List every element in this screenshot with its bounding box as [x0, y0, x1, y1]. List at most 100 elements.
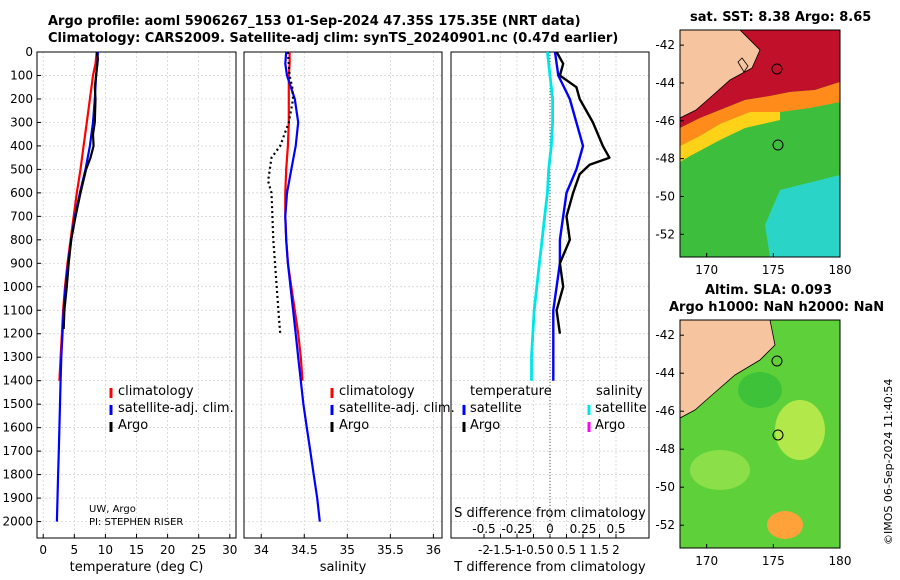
- sst-map: [680, 30, 840, 257]
- map-y-tick-label: -44: [655, 366, 675, 380]
- y-tick-label: 300: [10, 115, 33, 129]
- map-x-tick-label: 180: [829, 554, 852, 568]
- legend-label: satellite: [470, 401, 522, 416]
- map-y-tick-label: -42: [655, 328, 675, 342]
- y-tick-label: 0: [25, 45, 33, 59]
- map-y-tick-label: -48: [655, 152, 675, 166]
- map-y-tick-label: -44: [655, 76, 675, 90]
- x-axis-label: salinity: [320, 560, 367, 575]
- series-satellite-t-diff: [552, 51, 585, 381]
- y-tick-label: 2000: [2, 515, 33, 529]
- x-tick-label: -1.5: [489, 543, 512, 557]
- title-line-2: Climatology: CARS2009. Satellite-adj cli…: [48, 31, 619, 46]
- sla-map-ticks: 170 175 180 -42 -44 -46 -48 -50 -52: [655, 328, 851, 568]
- x-tick-label: 34.5: [291, 543, 318, 557]
- salinity-panel-group: 34 34.5 35 35.5 36 salinity climatology satelli…: [243, 51, 455, 575]
- y-tick-label: 200: [10, 92, 33, 106]
- x-tick-label: 35: [340, 543, 355, 557]
- sst-contour: [737, 57, 749, 73]
- map-x-tick-label: 180: [829, 263, 852, 277]
- sla-land: [680, 320, 776, 419]
- sla-map: [680, 320, 840, 548]
- sst-island-contour: [771, 63, 783, 75]
- legend-label: Argo: [118, 418, 148, 433]
- legend-label: satellite-adj. clim.: [339, 401, 455, 416]
- s-tick-label: -0.25: [501, 522, 532, 536]
- x-tick-label: 15: [129, 543, 144, 557]
- sst-land: [680, 30, 761, 119]
- y-tick-label: 1000: [2, 280, 33, 294]
- series-satellite-adj-clim-: [284, 51, 321, 522]
- map-x-tick-label: 170: [695, 554, 718, 568]
- y-tick-label: 400: [10, 139, 33, 153]
- legend-title-temperature: temperature: [470, 384, 552, 399]
- x-tick-label: 1.5: [590, 543, 609, 557]
- legend-title-salinity: salinity: [596, 384, 643, 399]
- x-tick-label: 0: [39, 543, 47, 557]
- s-tick-label: -0.5: [472, 522, 495, 536]
- plot-frame: [243, 51, 443, 539]
- x-tick-label: 20: [160, 543, 175, 557]
- sla-blob-3: [767, 511, 803, 539]
- sla-argo-position: [772, 429, 784, 441]
- s-axis-label: S difference from climatology: [454, 506, 646, 521]
- legend-label: Argo: [470, 418, 500, 433]
- y-tick-label: 900: [10, 256, 33, 270]
- series-argo: [267, 51, 295, 334]
- legend-label: climatology: [118, 384, 194, 399]
- map-x-tick-label: 175: [762, 263, 785, 277]
- x-tick-label: 0.5: [557, 543, 576, 557]
- map-y-tick-label: -42: [655, 38, 675, 52]
- sst-orange-band: [680, 82, 840, 146]
- y-tick-label: 1800: [2, 468, 33, 482]
- s-tick-label: 0.25: [570, 522, 597, 536]
- x-tick-label: 35.5: [377, 543, 404, 557]
- map-y-tick-label: -50: [655, 480, 675, 494]
- y-tick-label: 1900: [2, 491, 33, 505]
- legend-label: Argo: [339, 418, 369, 433]
- y-tick-label: 100: [10, 68, 33, 82]
- sla-map-title-2: Argo h1000: NaN h2000: NaN: [669, 300, 885, 315]
- sst-map-ticks: 170 175 180 -42 -44 -46 -48 -50 -52: [655, 38, 851, 277]
- y-tick-label: 1500: [2, 397, 33, 411]
- map-y-tick-label: -50: [655, 189, 675, 203]
- difference-panel-group: -2-1.5-1-0.5 0 0.5 1 1.5 2T difference from c…: [450, 51, 650, 575]
- s-tick-label: 0: [546, 522, 554, 536]
- series-satellite-s-diff: [530, 51, 554, 381]
- x-tick-label: 0: [546, 543, 554, 557]
- y-tick-label: 700: [10, 209, 33, 223]
- title-line-1: Argo profile: aoml 5906267_153 01-Sep-20…: [48, 14, 581, 29]
- sla-map-frame: [679, 319, 841, 549]
- y-tick-label: 800: [10, 233, 33, 247]
- map-y-tick-label: -48: [655, 442, 675, 456]
- sla-map-title-1: Altim. SLA: 0.093: [705, 283, 832, 298]
- x-tick-label: -2: [478, 543, 490, 557]
- x-axis-label: T difference from climatology: [453, 560, 646, 575]
- sla-blob-2: [775, 400, 825, 460]
- y-tick-label: 1600: [2, 421, 33, 435]
- y-tick-label: 500: [10, 162, 33, 176]
- y-tick-label: 1200: [2, 327, 33, 341]
- legend-label: climatology: [339, 384, 415, 399]
- pi-annotation: UW, Argo: [89, 504, 136, 515]
- x-tick-label: 34: [254, 543, 269, 557]
- legend-label: satellite-adj. clim.: [118, 401, 234, 416]
- series-argo-t-diff: [555, 51, 611, 334]
- series-argo: [62, 51, 100, 330]
- y-tick-label: 1100: [2, 303, 33, 317]
- y-tick-label: 1300: [2, 350, 33, 364]
- sst-cool-patch: [765, 175, 840, 257]
- s-tick-label: 0.5: [606, 522, 625, 536]
- sst-map-title: sat. SST: 8.38 Argo: 8.65: [690, 10, 872, 25]
- legend-label: Argo: [595, 418, 625, 433]
- y-tick-label: 1700: [2, 444, 33, 458]
- x-axis-label: temperature (deg C): [70, 560, 204, 575]
- x-tick-label: -0.5: [522, 543, 545, 557]
- x-tick-label: 36: [426, 543, 441, 557]
- x-tick-label: 30: [222, 543, 237, 557]
- x-tick-label: 2: [612, 543, 620, 557]
- sla-blob-1: [690, 450, 750, 490]
- map-y-tick-label: -52: [655, 227, 675, 241]
- pi-annotation: PI: STEPHEN RISER: [89, 517, 183, 528]
